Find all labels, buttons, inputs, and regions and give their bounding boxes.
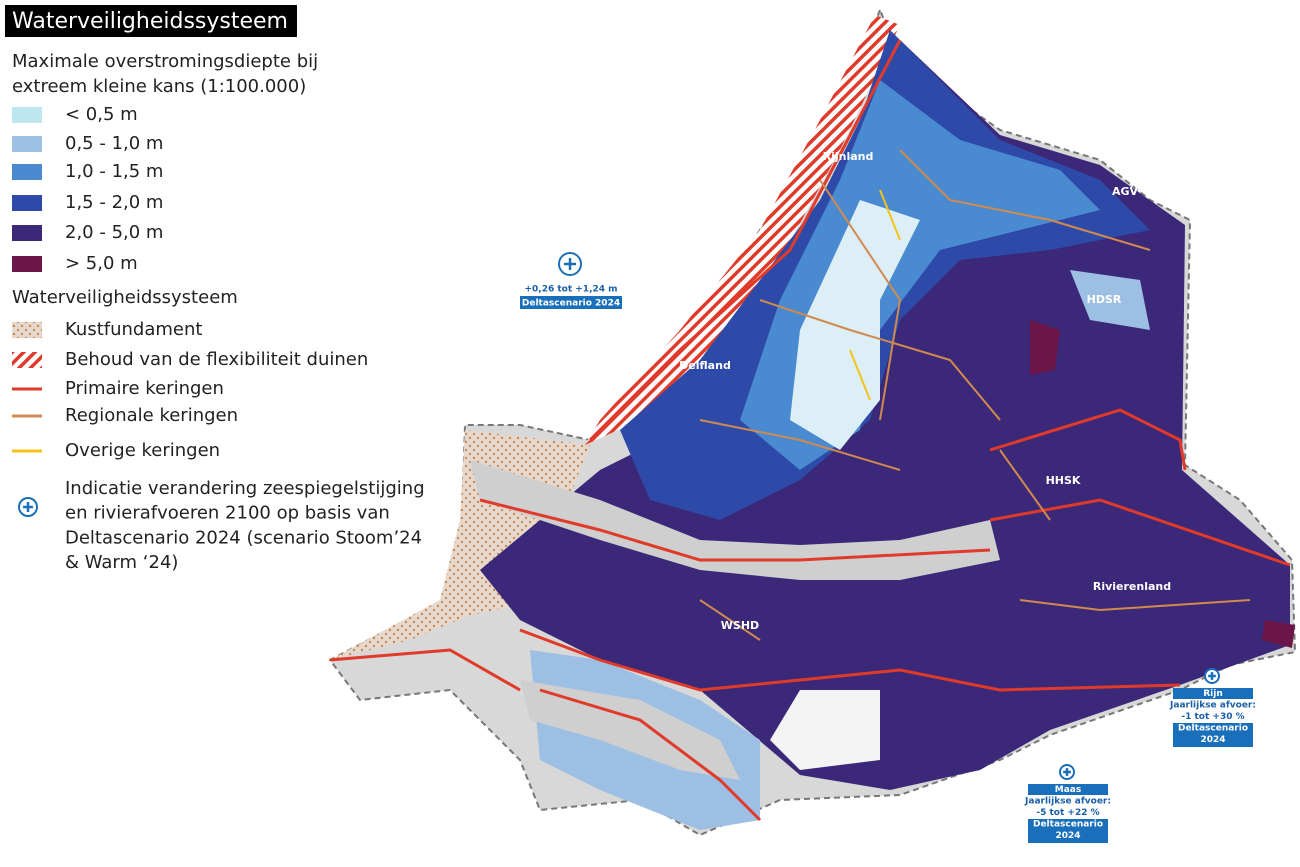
legend-label: Kustfundament	[65, 319, 202, 340]
other-levee	[849, 189, 901, 401]
legend-label: & Warm ‘24)	[65, 552, 178, 573]
callout-text: Deltascenario	[1178, 724, 1248, 734]
region-labels: Rijnland AGV HDSR Delfland HHSK Rivierenland W…	[679, 150, 1171, 632]
legend-label: 1,5 - 2,0 m	[65, 192, 163, 213]
region-label: WSHD	[721, 619, 759, 632]
legend-swatch	[12, 136, 42, 152]
legend: Waterveiligheidssysteem Maximale overstr…	[5, 5, 425, 573]
plus-icon	[1063, 768, 1071, 776]
callout-box	[1173, 723, 1253, 747]
callout-text: Rijn	[1203, 689, 1223, 699]
plus-icon	[23, 502, 33, 512]
legend-label: Indicatie verandering zeespiegelstijging	[65, 478, 425, 499]
callout-box	[1028, 784, 1108, 795]
region-label: Delfland	[679, 359, 731, 372]
legend-heading: Waterveiligheidssysteem	[12, 287, 238, 308]
callout-text: -1 tot +30 %	[1181, 712, 1244, 722]
callout-text: Maas	[1055, 785, 1081, 795]
plus-icon	[1208, 672, 1216, 680]
legend-swatch	[12, 225, 42, 241]
depth-area-extreme	[1030, 320, 1060, 375]
callout-box	[1173, 688, 1253, 699]
callout-text: Jaarlijkse afvoer:	[1024, 797, 1111, 807]
callout-text: Deltascenario 2024	[522, 299, 620, 309]
callouts: +0,26 tot +1,24 m Deltascenario 2024 Rijn J…	[520, 252, 1256, 843]
polder-white	[770, 690, 880, 770]
callout-box	[1028, 819, 1108, 843]
legend-swatch	[12, 107, 42, 123]
region-label: Rijnland	[823, 150, 874, 163]
callout-text: -5 tot +22 %	[1036, 808, 1099, 818]
legend-label: Behoud van de flexibiliteit duinen	[65, 349, 368, 370]
callout-text: Deltascenario	[1033, 820, 1103, 830]
legend-label: > 5,0 m	[65, 253, 138, 274]
title: Waterveiligheidssysteem	[12, 9, 288, 34]
callout-text: 2024	[1055, 831, 1080, 841]
callout-text: 2024	[1200, 735, 1225, 745]
region-label: HDSR	[1087, 293, 1122, 306]
legend-label: 1,0 - 1,5 m	[65, 161, 163, 182]
title-box	[5, 5, 297, 37]
callout-box	[520, 296, 622, 309]
legend-symbol	[12, 322, 42, 338]
dune-zone	[585, 15, 900, 445]
legend-label: Deltascenario 2024 (scenario Stoom’24	[65, 527, 422, 548]
legend-label: 2,0 - 5,0 m	[65, 222, 163, 243]
region-label: AGV	[1112, 185, 1139, 198]
regional-levee	[699, 149, 1251, 641]
legend-swatch	[12, 256, 42, 272]
legend-label: < 0,5 m	[65, 104, 138, 125]
depth-area-pale	[790, 200, 920, 450]
depth-area-pale	[1070, 270, 1150, 330]
depth-area-extreme	[1262, 620, 1295, 648]
legend-label: Overige keringen	[65, 440, 220, 461]
plus-icon	[563, 257, 577, 271]
primary-levee	[329, 39, 1291, 822]
region-label: HHSK	[1046, 474, 1081, 487]
legend-label: 0,5 - 1,0 m	[65, 133, 163, 154]
legend-label: Regionale keringen	[65, 405, 238, 426]
map	[328, 7, 1297, 837]
legend-swatch	[12, 164, 42, 180]
legend-label: Primaire keringen	[65, 378, 224, 399]
river	[470, 460, 1000, 580]
legend-heading: extreem kleine kans (1:100.000)	[12, 76, 306, 97]
legend-heading: Maximale overstromingsdiepte bij	[12, 51, 318, 72]
region-label: Rivierenland	[1093, 580, 1171, 593]
legend-swatch	[12, 195, 42, 211]
callout-text: +0,26 tot +1,24 m	[524, 285, 617, 295]
legend-symbol	[12, 352, 42, 368]
callout-text: Jaarlijkse afvoer:	[1169, 701, 1256, 711]
legend-label: en rivierafvoeren 2100 op basis van	[65, 503, 390, 524]
